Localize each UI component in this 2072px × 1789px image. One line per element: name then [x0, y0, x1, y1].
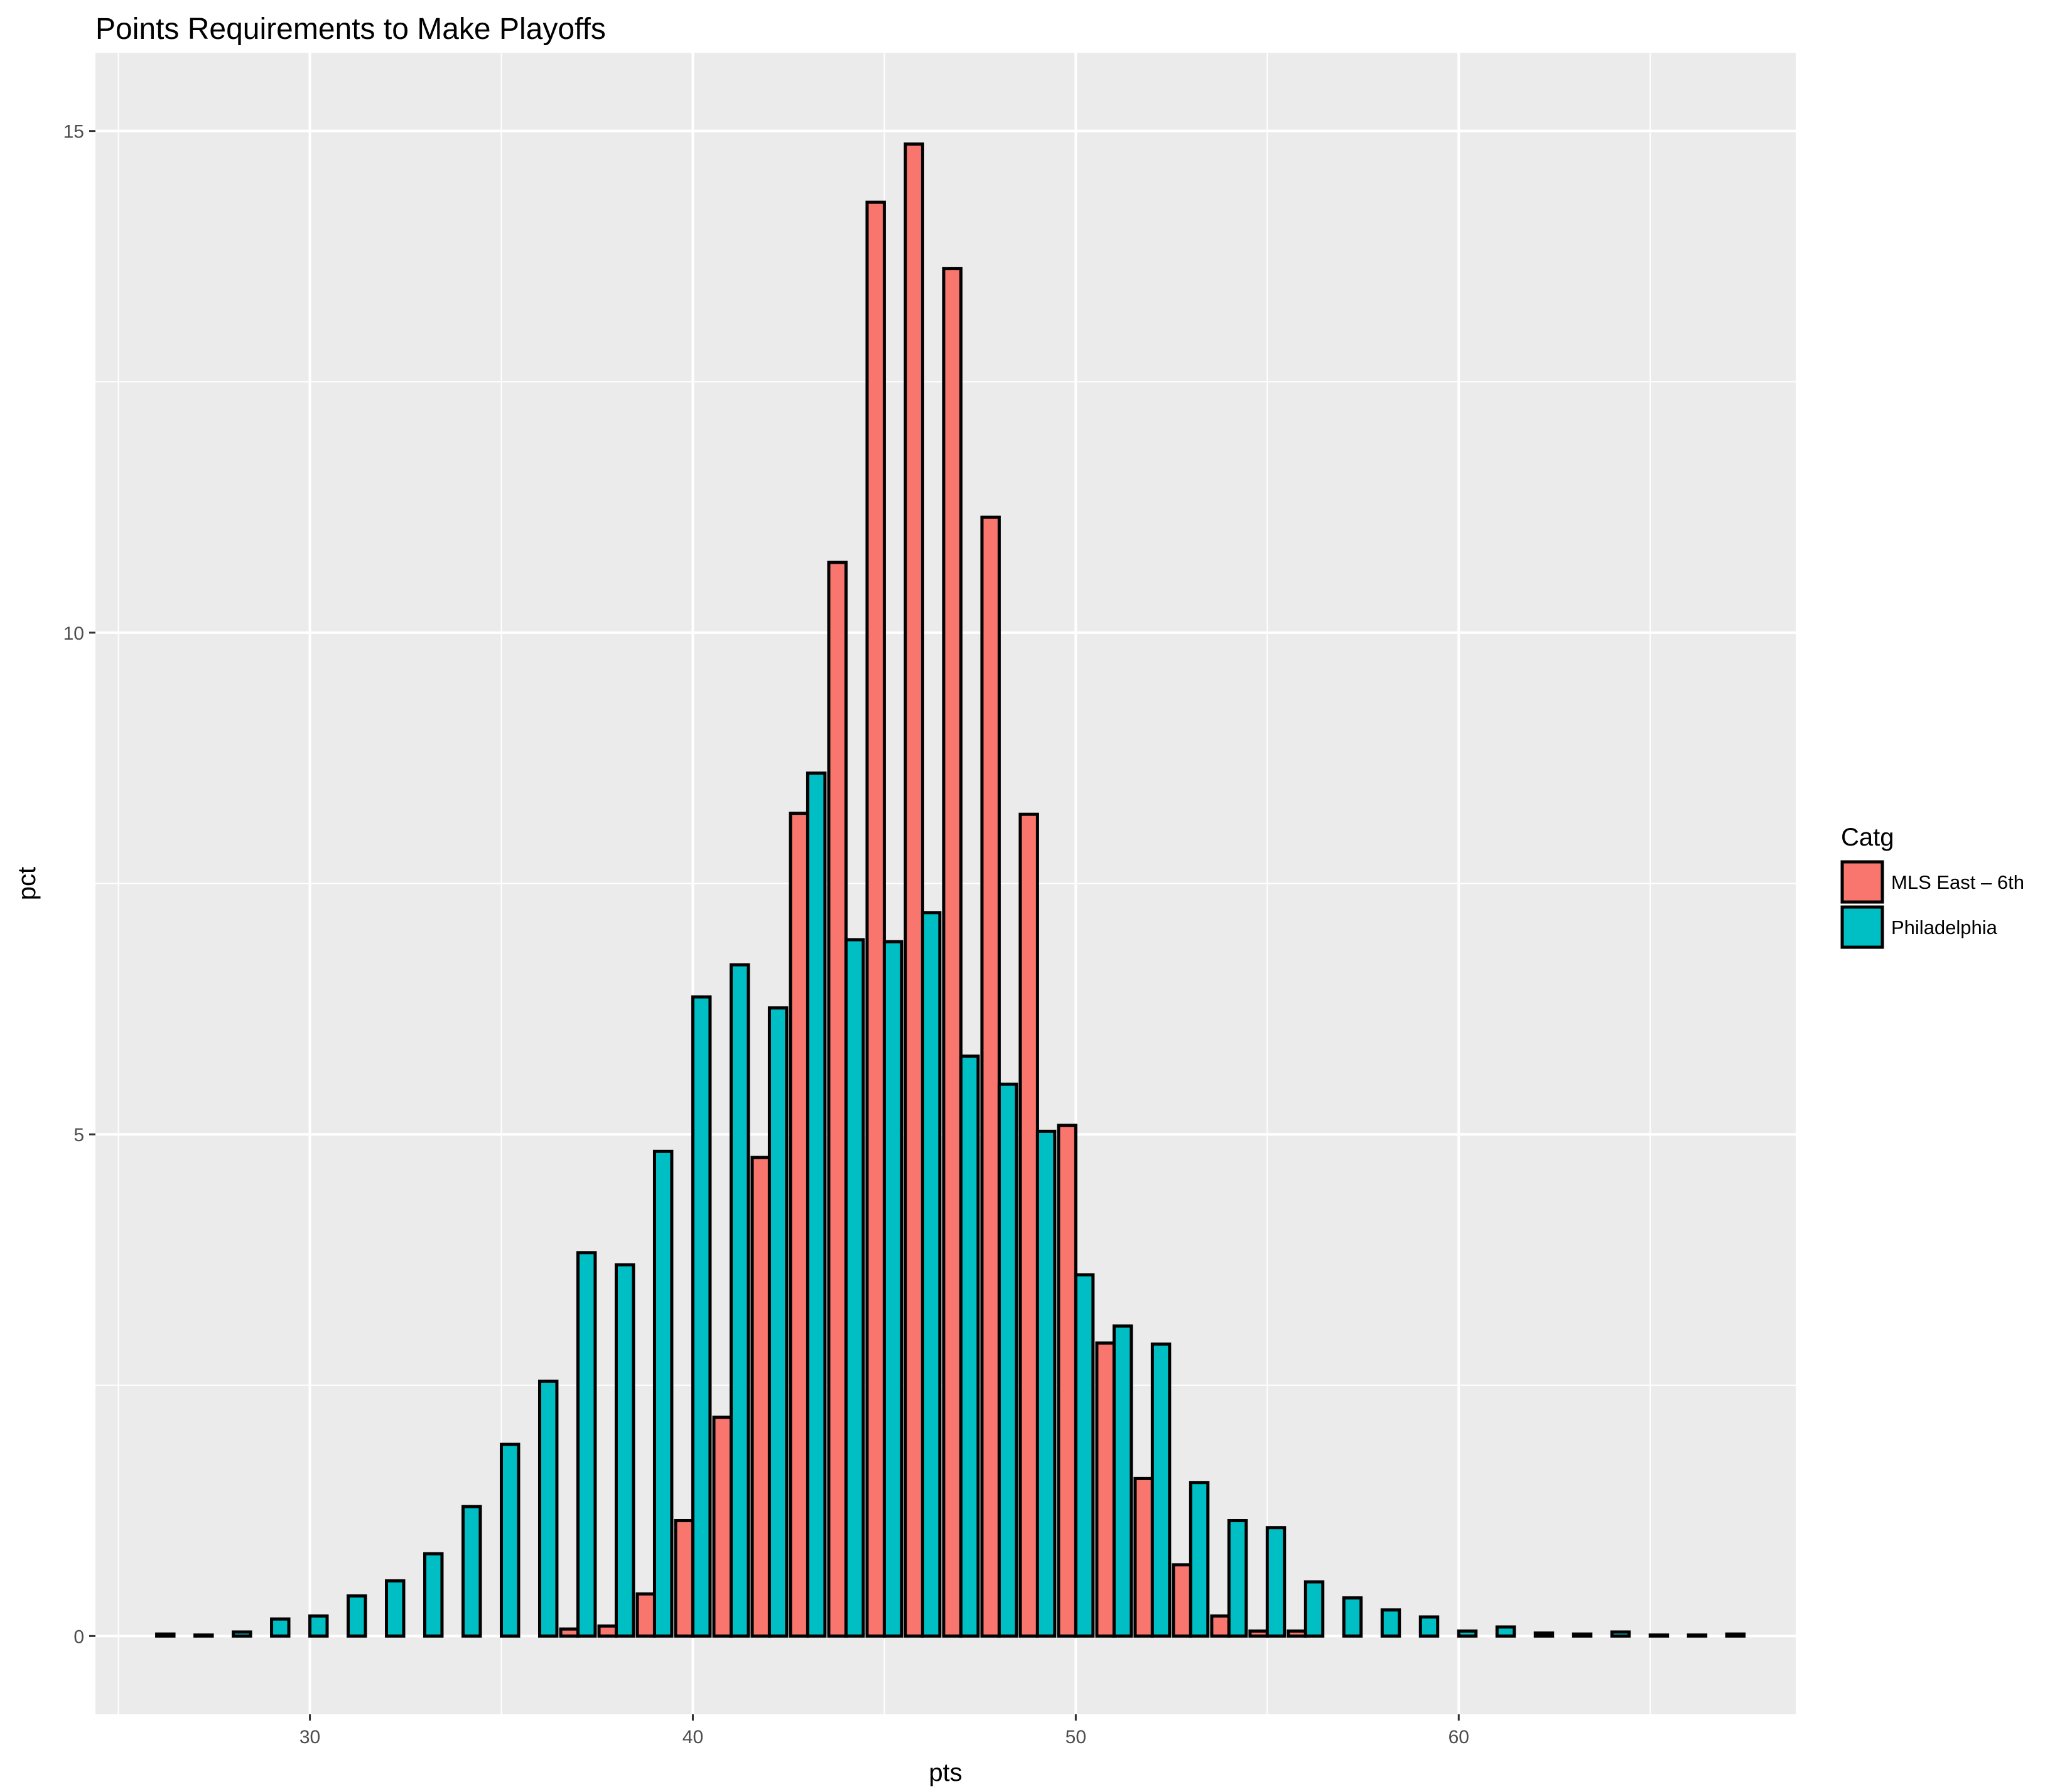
bar-mls-east-6th: [942, 267, 963, 1638]
bar-mls-east-6th: [1133, 1476, 1154, 1638]
bar-philadelphia: [1227, 1519, 1248, 1638]
legend-key-philadelphia: [1840, 905, 1884, 949]
bar-philadelphia: [1265, 1526, 1287, 1638]
bar-philadelphia: [1457, 1629, 1478, 1638]
bar-philadelphia: [576, 1251, 597, 1638]
bar-philadelphia: [270, 1617, 291, 1638]
bar-philadelphia: [1150, 1342, 1172, 1638]
axes: 30 40 50 60 0 5 10 15: [63, 122, 1469, 1748]
legend-label-mls-east-6th: MLS East – 6th: [1891, 871, 2024, 893]
bar-philadelphia: [959, 1054, 980, 1638]
bar-philadelphia: [1418, 1615, 1440, 1638]
bar-philadelphia: [1495, 1625, 1516, 1638]
bar-philadelphia: [1610, 1630, 1631, 1638]
bar-mls-east-6th: [980, 515, 1001, 1638]
bar-philadelphia: [1035, 1129, 1057, 1638]
bar-philadelphia: [882, 940, 904, 1638]
bar-philadelphia: [806, 771, 827, 1638]
bar-mls-east-6th: [674, 1519, 694, 1638]
bar-philadelphia: [461, 1505, 482, 1638]
bar-mls-east-6th: [1287, 1629, 1307, 1638]
bar-mls-east-6th: [827, 561, 848, 1638]
bar-philadelphia: [1074, 1273, 1095, 1638]
bar-mls-east-6th: [904, 142, 924, 1638]
bar-philadelphia: [500, 1442, 521, 1638]
x-axis-title: pts: [929, 1759, 962, 1786]
bar-philadelphia: [1189, 1481, 1210, 1638]
bar-philadelphia: [1686, 1633, 1708, 1638]
bar-philadelphia: [1533, 1631, 1555, 1638]
bar-philadelphia: [193, 1633, 214, 1638]
y-tick-label: 5: [73, 1125, 84, 1146]
bar-philadelphia: [691, 995, 712, 1638]
y-axis-title: pct: [13, 867, 41, 900]
bar-mls-east-6th: [635, 1592, 656, 1638]
bar-philadelphia: [729, 963, 750, 1638]
bar-philadelphia: [347, 1594, 367, 1638]
bar-mls-east-6th: [597, 1624, 618, 1638]
y-tick-label: 15: [63, 122, 84, 142]
bar-mls-east-6th: [865, 200, 886, 1638]
bar-philadelphia: [652, 1149, 674, 1638]
bar-philadelphia: [232, 1630, 252, 1638]
bar-philadelphia: [920, 911, 942, 1638]
bar-mls-east-6th: [1172, 1563, 1192, 1638]
legend-title: Catg: [1841, 824, 1894, 851]
bar-mls-east-6th: [712, 1416, 733, 1638]
y-tick-label: 10: [63, 623, 84, 644]
bar-philadelphia: [308, 1614, 329, 1638]
bar-philadelphia: [997, 1082, 1018, 1638]
y-tick-label: 0: [73, 1626, 84, 1647]
x-tick-label: 50: [1066, 1727, 1086, 1748]
legend: Catg MLS East – 6th Philadelphia: [1840, 824, 2024, 949]
bar-mls-east-6th: [559, 1627, 580, 1638]
bar-philadelphia: [537, 1379, 559, 1638]
bar-mls-east-6th: [1095, 1341, 1116, 1638]
x-tick-label: 40: [683, 1727, 703, 1748]
bar-philadelphia: [1112, 1324, 1133, 1638]
bar-philadelphia: [155, 1632, 176, 1638]
bar-philadelphia: [1725, 1632, 1746, 1638]
bar-mls-east-6th: [1018, 812, 1039, 1638]
bar-philadelphia: [1303, 1580, 1325, 1638]
chart-title: Points Requirements to Make Playoffs: [95, 13, 606, 46]
x-tick-label: 30: [299, 1727, 320, 1748]
bar-philadelphia: [767, 1006, 789, 1638]
bar-mls-east-6th: [1210, 1614, 1231, 1638]
bar-mls-east-6th: [750, 1156, 771, 1638]
bar-mls-east-6th: [1248, 1629, 1269, 1638]
bar-philadelphia: [844, 938, 865, 1638]
legend-key-mls-east-6th: [1840, 860, 1884, 904]
x-tick-label: 60: [1449, 1727, 1469, 1748]
bar-philadelphia: [614, 1263, 635, 1638]
bar-philadelphia: [1380, 1608, 1401, 1638]
legend-label-philadelphia: Philadelphia: [1891, 916, 1998, 938]
bar-mls-east-6th: [789, 812, 809, 1638]
bar-philadelphia: [385, 1579, 406, 1638]
bar-philadelphia: [423, 1552, 444, 1638]
bar-philadelphia: [1342, 1596, 1363, 1638]
bar-philadelphia: [1648, 1633, 1670, 1638]
bars: [155, 142, 1746, 1638]
bar-mls-east-6th: [1057, 1124, 1077, 1638]
bar-philadelphia: [1572, 1632, 1593, 1638]
